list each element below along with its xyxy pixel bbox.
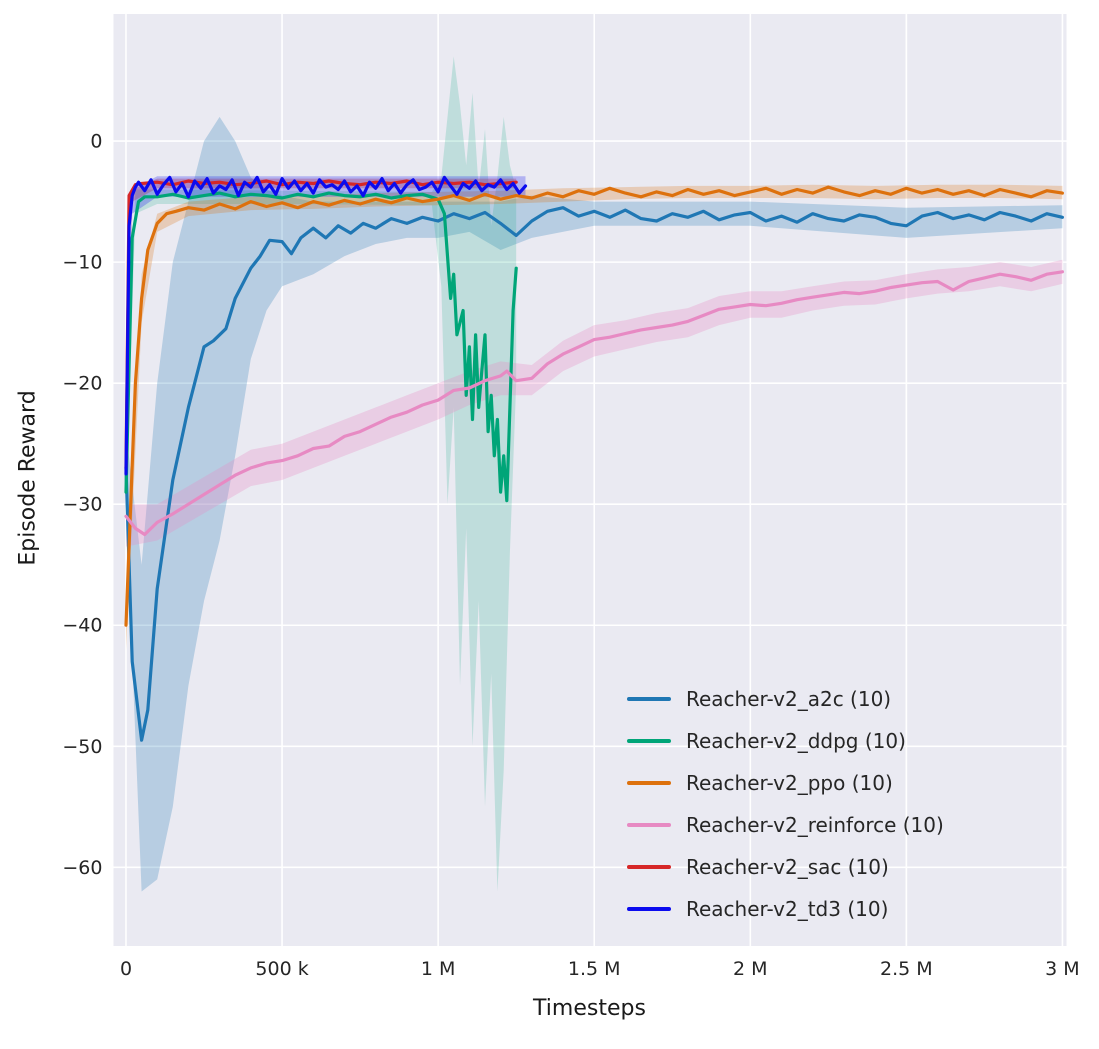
y-tick-label: −30 bbox=[62, 494, 102, 516]
legend-label-reinforce: Reacher-v2_reinforce (10) bbox=[686, 812, 944, 837]
legend-item-ppo: Reacher-v2_ppo (10) bbox=[627, 766, 944, 799]
legend-label-td3: Reacher-v2_td3 (10) bbox=[686, 896, 889, 921]
legend-swatch-a2c bbox=[627, 696, 671, 701]
x-axis-label: Timesteps bbox=[533, 996, 646, 1021]
legend-swatch-sac bbox=[627, 864, 671, 869]
legend-swatch-ppo bbox=[627, 780, 671, 785]
series-line-a2c bbox=[124, 206, 1064, 742]
legend-item-sac: Reacher-v2_sac (10) bbox=[627, 850, 944, 883]
legend-label-ppo: Reacher-v2_ppo (10) bbox=[686, 770, 893, 795]
legend-label-a2c: Reacher-v2_a2c (10) bbox=[686, 686, 892, 711]
series-band-reinforce bbox=[126, 259, 1063, 547]
legend-swatch-td3 bbox=[627, 906, 671, 911]
series-line-td3 bbox=[124, 175, 528, 476]
series-line-ppo bbox=[124, 185, 1064, 627]
legend-swatch-reinforce bbox=[627, 822, 671, 827]
x-tick-label: 1 M bbox=[421, 958, 456, 980]
legend-item-ddpg: Reacher-v2_ddpg (10) bbox=[627, 724, 944, 757]
x-tick-label: 2.5 M bbox=[880, 958, 933, 980]
legend-item-td3: Reacher-v2_td3 (10) bbox=[627, 892, 944, 925]
legend-item-reinforce: Reacher-v2_reinforce (10) bbox=[627, 808, 944, 841]
y-tick-label: −40 bbox=[62, 615, 102, 637]
y-tick-label: −60 bbox=[62, 857, 102, 879]
y-tick-label: −10 bbox=[62, 252, 102, 274]
x-tick-label: 0 bbox=[120, 958, 132, 980]
legend-label-sac: Reacher-v2_sac (10) bbox=[686, 854, 889, 879]
series-line-reinforce bbox=[124, 270, 1064, 537]
legend: Reacher-v2_a2c (10) Reacher-v2_ddpg (10) R… bbox=[627, 682, 944, 925]
x-tick-label: 1.5 M bbox=[568, 958, 621, 980]
y-tick-label: 0 bbox=[90, 131, 102, 153]
x-tick-label: 2 M bbox=[733, 958, 768, 980]
y-tick-label: −20 bbox=[62, 373, 102, 395]
y-tick-label: −50 bbox=[62, 736, 102, 758]
plot-background bbox=[113, 14, 1067, 946]
x-tick-label: 3 M bbox=[1045, 958, 1080, 980]
y-axis-label: Episode Reward bbox=[15, 390, 41, 566]
legend-label-ddpg: Reacher-v2_ddpg (10) bbox=[686, 728, 906, 753]
x-tick-label: 500 k bbox=[255, 958, 308, 980]
legend-item-a2c: Reacher-v2_a2c (10) bbox=[627, 682, 944, 715]
legend-swatch-ddpg bbox=[627, 738, 671, 743]
